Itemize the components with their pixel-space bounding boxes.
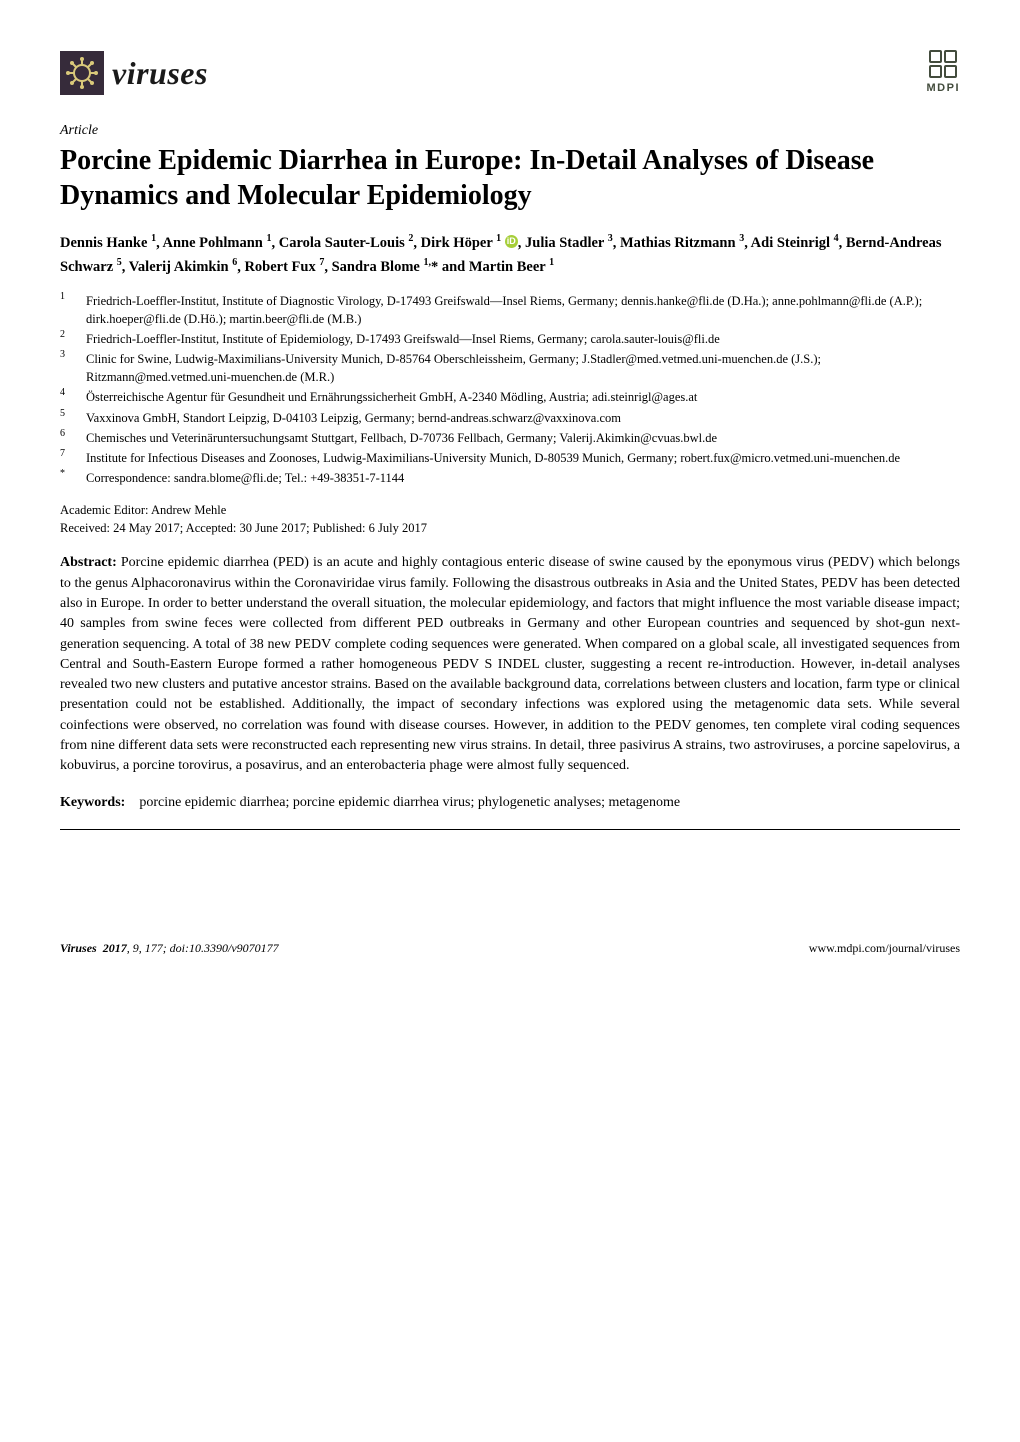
keywords-rule <box>60 829 960 830</box>
affiliation-num: 4 <box>60 386 74 404</box>
keywords-label: Keywords: <box>60 795 125 810</box>
affiliation-text: Vaxxinova GmbH, Standort Leipzig, D-0410… <box>86 409 960 427</box>
affiliation-text: Institute for Infectious Diseases and Zo… <box>86 449 960 467</box>
author-list: Dennis Hanke 1, Anne Pohlmann 1, Carola … <box>60 231 960 278</box>
mdpi-text: MDPI <box>927 81 961 97</box>
affiliation-num: 3 <box>60 348 74 384</box>
affiliation-num: 5 <box>60 407 74 425</box>
keywords-text: porcine epidemic diarrhea; porcine epide… <box>139 795 680 810</box>
academic-editor: Academic Editor: Andrew Mehle <box>60 501 960 519</box>
affiliation-row: 2 Friedrich-Loeffler-Institut, Institute … <box>60 330 960 348</box>
footer-journal: Viruses <box>60 941 97 955</box>
abstract-block: Abstract: Porcine epidemic diarrhea (PED… <box>60 553 960 776</box>
keywords-block: Keywords: porcine epidemic diarrhea; por… <box>60 793 960 813</box>
article-type: Article <box>60 121 960 141</box>
affiliation-row: 1 Friedrich-Loeffler-Institut, Institute … <box>60 292 960 328</box>
editor-dates: Academic Editor: Andrew Mehle Received: … <box>60 501 960 537</box>
footer-url: www.mdpi.com/journal/viruses <box>809 940 960 957</box>
footer-doi: , 9, 177; doi:10.3390/v9070177 <box>127 941 279 955</box>
affiliation-text: Friedrich-Loeffler-Institut, Institute o… <box>86 292 960 328</box>
abstract-label: Abstract: <box>60 555 117 570</box>
affiliation-text: Correspondence: sandra.blome@fli.de; Tel… <box>86 469 960 487</box>
journal-name: viruses <box>112 50 208 96</box>
affiliation-text: Friedrich-Loeffler-Institut, Institute o… <box>86 330 960 348</box>
article-title: Porcine Epidemic Diarrhea in Europe: In-… <box>60 143 960 213</box>
viruses-logo-icon <box>60 51 104 95</box>
affiliation-row: 5 Vaxxinova GmbH, Standort Leipzig, D-041… <box>60 409 960 427</box>
affiliation-num: * <box>60 467 74 485</box>
affiliation-text: Chemisches und Veterinäruntersuchungsamt… <box>86 429 960 447</box>
affiliation-text: Clinic for Swine, Ludwig-Maximilians-Uni… <box>86 350 960 386</box>
mdpi-logo-icon <box>929 50 957 78</box>
footer-citation: Viruses 2017, 9, 177; doi:10.3390/v90701… <box>60 940 279 957</box>
journal-logo-block: viruses <box>60 50 208 96</box>
affiliations-block: 1 Friedrich-Loeffler-Institut, Institute … <box>60 292 960 487</box>
affiliation-row: 7 Institute for Infectious Diseases and Z… <box>60 449 960 467</box>
affiliation-row: 4 Österreichische Agentur für Gesundheit … <box>60 388 960 406</box>
orcid-icon: iD <box>505 235 518 248</box>
affiliation-row: * Correspondence: sandra.blome@fli.de; Te… <box>60 469 960 487</box>
affiliation-row: 6 Chemisches und Veterinäruntersuchungsam… <box>60 429 960 447</box>
affiliation-num: 7 <box>60 447 74 465</box>
affiliation-num: 2 <box>60 328 74 346</box>
header: viruses MDPI <box>60 50 960 97</box>
footer-year: 2017 <box>103 941 127 955</box>
affiliation-num: 6 <box>60 427 74 445</box>
affiliation-num: 1 <box>60 290 74 326</box>
affiliation-text: Österreichische Agentur für Gesundheit u… <box>86 388 960 406</box>
abstract-text: Porcine epidemic diarrhea (PED) is an ac… <box>60 555 960 773</box>
page-footer: Viruses 2017, 9, 177; doi:10.3390/v90701… <box>60 940 960 957</box>
affiliation-row: 3 Clinic for Swine, Ludwig-Maximilians-Un… <box>60 350 960 386</box>
article-dates: Received: 24 May 2017; Accepted: 30 June… <box>60 519 960 537</box>
mdpi-logo-block: MDPI <box>927 50 961 97</box>
